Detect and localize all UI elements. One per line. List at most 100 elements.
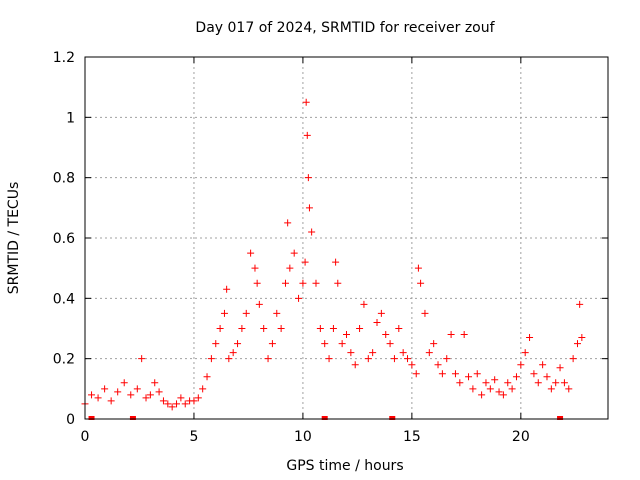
- data-point: [284, 219, 292, 227]
- y-tick-label: 0.8: [53, 171, 75, 187]
- data-point: [573, 340, 581, 348]
- data-point: [168, 403, 176, 411]
- data-point: [412, 370, 420, 378]
- data-point: [101, 385, 109, 393]
- data-point: [425, 349, 433, 357]
- data-point: [308, 228, 316, 236]
- data-point: [364, 355, 372, 363]
- data-points: [81, 98, 586, 420]
- data-point: [399, 349, 407, 357]
- data-point: [569, 355, 577, 363]
- data-point: [338, 340, 346, 348]
- data-point: [225, 355, 233, 363]
- data-point-zero: [557, 416, 564, 420]
- data-point: [329, 325, 337, 332]
- data-point: [234, 340, 242, 348]
- data-point: [260, 325, 268, 332]
- data-point: [504, 379, 512, 387]
- data-point: [434, 361, 442, 369]
- data-point: [253, 279, 261, 287]
- x-tick-label: 15: [403, 429, 421, 445]
- y-tick-label: 1: [66, 110, 75, 126]
- data-point: [94, 394, 102, 402]
- data-point: [286, 264, 294, 272]
- data-point: [473, 370, 481, 378]
- x-tick-label: 0: [81, 429, 90, 445]
- data-point: [430, 340, 438, 348]
- data-point: [373, 318, 381, 326]
- data-point: [499, 391, 507, 399]
- data-point: [438, 370, 446, 378]
- data-point: [456, 379, 464, 387]
- data-point: [552, 379, 560, 387]
- axis-ticks: 0 0.2 0.4 0.6 0.8 1 1.2 0 5 10 15 20: [53, 50, 608, 445]
- data-point: [212, 340, 220, 348]
- data-point: [334, 279, 342, 287]
- data-point-zero: [389, 416, 396, 420]
- data-point: [216, 325, 224, 332]
- data-point: [382, 331, 390, 339]
- data-point: [560, 379, 568, 387]
- data-point: [421, 309, 429, 317]
- x-tick-label: 10: [294, 429, 312, 445]
- data-point: [512, 373, 520, 381]
- data-point: [203, 373, 211, 381]
- data-point: [242, 309, 250, 317]
- data-point: [526, 334, 534, 342]
- data-point: [369, 349, 377, 357]
- data-point: [556, 364, 564, 372]
- data-point: [142, 394, 150, 402]
- data-point: [120, 379, 128, 387]
- data-point: [301, 258, 309, 266]
- data-point: [578, 334, 586, 342]
- data-point-zero: [88, 416, 95, 420]
- x-tick-label: 20: [512, 429, 530, 445]
- data-point: [155, 388, 163, 396]
- data-point: [146, 391, 154, 399]
- data-point: [302, 98, 310, 106]
- data-point: [223, 285, 231, 293]
- data-point: [173, 400, 181, 408]
- data-point: [133, 385, 141, 393]
- data-point: [255, 300, 263, 308]
- x-tick-label: 5: [189, 429, 198, 445]
- data-point: [491, 376, 499, 384]
- data-point: [264, 355, 272, 363]
- data-point: [316, 325, 324, 332]
- data-point: [107, 397, 115, 405]
- data-point: [408, 361, 416, 369]
- data-point: [251, 264, 259, 272]
- data-point: [404, 355, 412, 363]
- data-point: [268, 340, 276, 348]
- data-point: [447, 331, 455, 339]
- data-point: [164, 400, 172, 408]
- data-point: [482, 379, 490, 387]
- data-point: [386, 340, 394, 348]
- data-point: [539, 361, 547, 369]
- data-point: [347, 349, 355, 357]
- data-point: [303, 131, 311, 139]
- data-point: [247, 249, 255, 257]
- data-point: [451, 370, 459, 378]
- data-point: [281, 279, 289, 287]
- data-point: [238, 325, 246, 332]
- data-point: [351, 361, 359, 369]
- data-point: [305, 204, 313, 212]
- data-point: [460, 331, 468, 339]
- data-point: [88, 391, 96, 399]
- x-axis-label: GPS time / hours: [286, 458, 403, 474]
- data-point: [443, 355, 451, 363]
- data-point: [465, 373, 473, 381]
- data-point: [277, 325, 285, 332]
- data-point-zero: [129, 416, 136, 420]
- data-point: [534, 379, 542, 387]
- data-point: [181, 400, 189, 408]
- data-point: [190, 397, 198, 405]
- data-point: [273, 309, 281, 317]
- data-point: [295, 294, 303, 302]
- plot-frame: [84, 56, 609, 420]
- data-point: [547, 385, 555, 393]
- data-point: [517, 361, 525, 369]
